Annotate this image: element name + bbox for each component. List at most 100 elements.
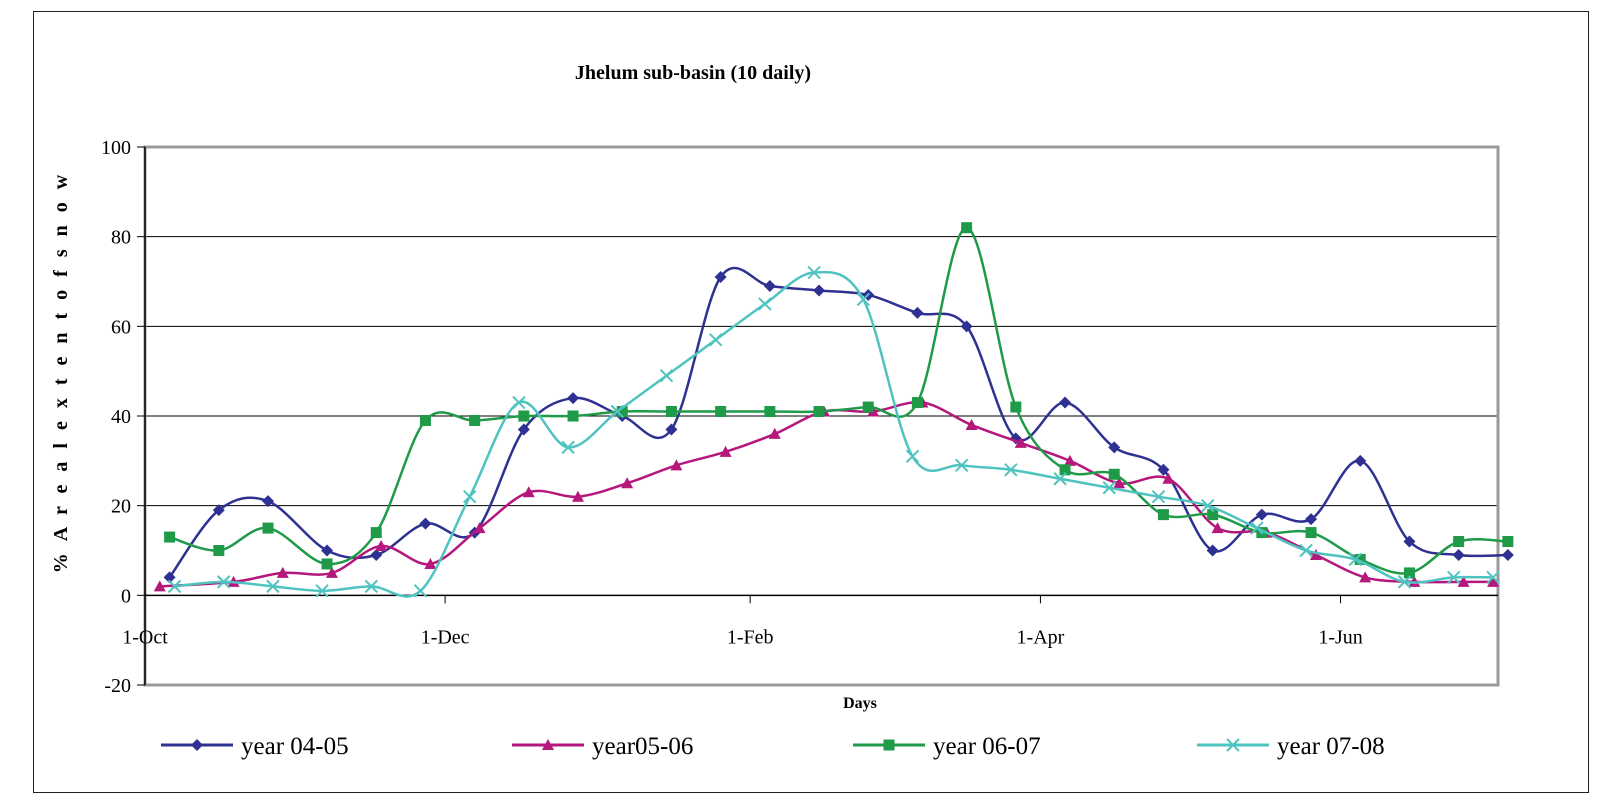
legend-marker [542,739,554,750]
data-point [262,495,274,508]
series-2 [153,396,1500,592]
data-point [571,490,584,502]
data-point [1486,570,1500,585]
x-tick-label: 1-Feb [727,626,774,648]
data-point [1299,543,1313,558]
data-point [1397,575,1412,589]
legend-label: year 06-07 [933,733,1041,760]
data-point [1010,401,1022,413]
data-point [905,449,920,464]
data-point [413,584,428,598]
data-point [473,522,486,534]
data-point [1059,396,1072,409]
data-point [1305,527,1317,539]
data-point [807,265,821,280]
data-point [659,368,674,383]
data-point [517,423,530,436]
data-point [715,406,727,418]
series-line [174,270,1494,598]
x-tick-label: 1-Apr [1017,626,1065,648]
data-point [1359,571,1372,583]
data-point [375,540,388,552]
data-point [518,410,530,422]
data-point [1162,472,1175,484]
data-point [1063,454,1076,466]
data-point [862,401,874,413]
data-point [315,584,329,598]
data-point [1354,454,1367,467]
gridlines [145,236,1498,507]
data-point [961,222,973,234]
data-point [419,517,432,530]
data-point [370,548,383,561]
legend-item: year 06-07 [853,733,1041,760]
data-point [610,404,625,419]
data-point [567,392,580,405]
data-point [965,418,978,430]
data-point [758,297,772,311]
y-tick-label: 0 [121,585,131,607]
y-tick-label: 20 [111,496,131,518]
data-point [1201,498,1215,513]
data-point [1501,548,1514,561]
data-point [1255,508,1268,521]
data-point [1403,567,1415,579]
data-point [1403,535,1416,548]
data-point [955,458,969,473]
data-point [1305,513,1318,526]
data-point [1108,468,1120,480]
data-point [714,271,727,284]
data-point [1108,441,1121,454]
data-point [1457,575,1470,587]
chart-frame: Jhelum sub-basin (10 daily) -20 0 20 40 60 80… [33,11,1589,793]
series-lines [153,222,1514,598]
y-axis-title: % A r e a l e x t e n t o f s n o w [50,171,72,573]
data-point [469,414,481,426]
legend-item: year 04-05 [161,733,349,760]
data-point [266,579,280,594]
data-point [1151,489,1166,504]
y-tick-label: 60 [111,316,131,338]
y-tick-label: -20 [104,675,131,697]
data-point [364,579,379,594]
data-point [665,423,678,436]
legend-label: year 07-08 [1277,733,1385,760]
data-point [1102,481,1117,495]
axes: -20 0 20 40 60 80 100 1-Oct 1-Dec 1-Feb 1-Apr 1-Jun [101,137,1498,697]
data-point [1113,477,1126,489]
y-tick-label: 40 [111,406,131,428]
data-point [522,486,535,498]
data-point [561,440,575,455]
data-point [813,406,825,418]
data-point [262,522,274,534]
data-point [163,571,176,584]
data-point [567,410,579,422]
data-point [764,406,776,418]
legend-marker [1226,738,1240,752]
data-point [1014,436,1027,448]
data-point [321,558,333,570]
legend: year 04-05 year05-06 year 06-07 year 07-08 [161,733,1385,760]
data-point [1453,536,1465,548]
data-point [1211,522,1224,534]
data-point [1250,521,1264,535]
series-line [159,400,1494,588]
data-point [665,406,677,418]
data-point [719,445,732,457]
data-point [276,566,289,578]
data-point [1207,509,1219,521]
legend-marker [191,739,203,751]
data-point [1348,552,1363,567]
data-point [1206,544,1219,557]
data-point [960,320,973,333]
data-point [813,284,826,297]
data-point [213,545,225,556]
data-point [217,575,231,589]
data-point [325,566,338,578]
legend-item: year 07-08 [1197,733,1385,760]
y-tick-label: 100 [101,137,131,159]
data-point [1502,536,1514,548]
series-line [168,266,1508,579]
data-point [768,427,781,439]
data-point [856,292,871,307]
